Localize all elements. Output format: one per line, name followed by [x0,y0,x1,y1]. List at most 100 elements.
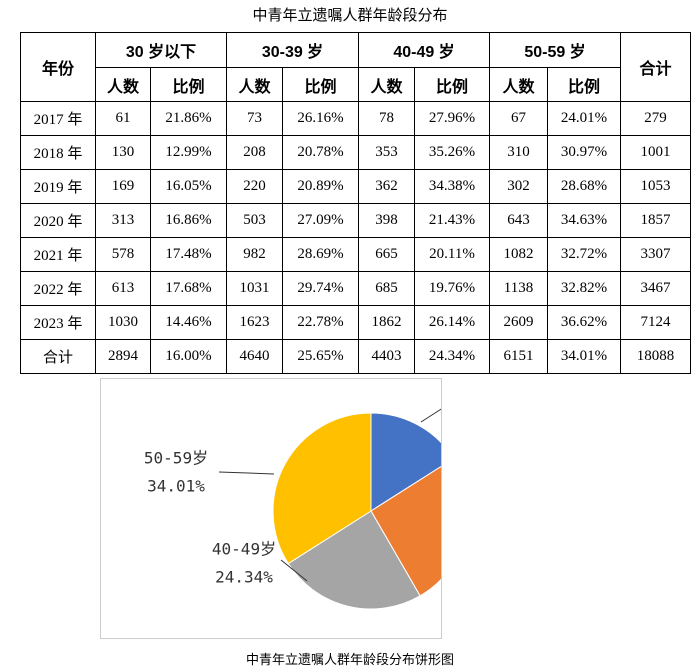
table-cell: 310 [489,135,548,170]
table-row: 年份 30 岁以下 30-39 岁 40-49 岁 50-59 岁合计 [20,32,691,102]
table-cell: 20.89% [282,169,359,204]
table-cell: 21.86% [150,101,227,136]
header-cell: 比例 [547,67,621,102]
table-cell: 29.74% [282,271,359,306]
table-cell: 279 [620,101,691,136]
table-cell: 3307 [620,237,691,272]
table-cell: 1053 [620,169,691,204]
table-cell: 36.62% [547,305,621,340]
header-cell: 比例 [150,67,227,102]
value-label: 34.01% [147,477,205,496]
chart-frame: 30岁以下16.00%30-39岁25.65%40-49岁24.34%50-59… [100,378,442,639]
leader-line [280,559,308,582]
table-cell: 578 [95,237,151,272]
table-cell: 34.38% [414,169,490,204]
table-cell: 73 [226,101,283,136]
table-cell: 30.97% [547,135,621,170]
header-cell: 人数 [95,67,151,102]
table-cell: 32.72% [547,237,621,272]
table-row: 2020 年 313 16.86% 503 27.09% 398 21.43% 643 34.6… [20,203,691,238]
table-row: 2019 年 169 16.05% 220 20.89% 362 34.38% 302 28.6… [20,169,691,204]
table-cell: 17.48% [150,237,227,272]
table-cell: 613 [95,271,151,306]
header-cell: 30-39 岁 [226,32,359,68]
table-cell: 1031 [226,271,283,306]
table-cell: 4640 [226,339,283,374]
slice-label: 50-59岁 [144,449,208,468]
header-cell: 比例 [414,67,490,102]
header-cell: 年份 [20,32,96,102]
table-cell: 61 [95,101,151,136]
table-cell: 24.34% [414,339,490,374]
table-cell: 34.01% [547,339,621,374]
pie-chart: 30岁以下16.00%30-39岁25.65%40-49岁24.34%50-59… [144,408,441,610]
table-cell: 26.14% [414,305,490,340]
table-cell: 1862 [358,305,415,340]
table-cell: 27.96% [414,101,490,136]
table-cell: 313 [95,203,151,238]
table-cell: 3467 [620,271,691,306]
table-cell: 362 [358,169,415,204]
table-cell: 1138 [489,271,548,306]
header-cell: 30 岁以下 [95,32,227,68]
table-cell: 1857 [620,203,691,238]
table-cell: 1082 [489,237,548,272]
table-cell: 982 [226,237,283,272]
table-cell: 17.68% [150,271,227,306]
pie-slice [287,510,421,610]
table-cell: 2894 [95,339,151,374]
table-cell: 22.78% [282,305,359,340]
table-cell: 398 [358,203,415,238]
header-cell: 人数 [226,67,283,102]
table-row: 2017 年 61 21.86% 73 26.16% 78 27.96% 67 24.01% 27… [20,101,691,136]
table-row: 合计 2894 16.00% 4640 25.65% 4403 24.34% 6151 34.0… [20,339,691,374]
pie-slice [370,412,441,512]
table-cell: 130 [95,135,151,170]
table-cell: 16.00% [150,339,227,374]
table-cell: 208 [226,135,283,170]
table-cell: 4403 [358,339,415,374]
table-cell: 2019 年 [20,169,96,204]
table-cell: 2021 年 [20,237,96,272]
value-label: 24.34% [215,568,273,587]
table-cell: 24.01% [547,101,621,136]
table-cell: 665 [358,237,415,272]
header-cell: 合计 [620,32,691,102]
table-cell: 28.69% [282,237,359,272]
header-cell: 比例 [282,67,359,102]
table-cell: 2609 [489,305,548,340]
table-row: 2022 年 613 17.68% 1031 29.74% 685 19.76% 1138 32… [20,271,691,306]
table-cell: 35.26% [414,135,490,170]
header-cell: 50-59 岁 [489,32,621,68]
table-cell: 2020 年 [20,203,96,238]
pie-slice [370,465,441,597]
table-cell: 18088 [620,339,691,374]
pie-slice [272,412,372,565]
table-cell: 16.86% [150,203,227,238]
table-cell: 2017 年 [20,101,96,136]
table-cell: 25.65% [282,339,359,374]
table-cell: 26.16% [282,101,359,136]
table-row: 人数 比例 人数 比例 人数 比例 人数 比例 [21,67,691,102]
table-cell: 12.99% [150,135,227,170]
table-cell: 合计 [20,339,96,374]
table-cell: 6151 [489,339,548,374]
leader-line [420,408,441,423]
table-title: 中青年立遗嘱人群年龄段分布 [252,8,448,24]
table-cell: 20.11% [414,237,490,272]
table-row: 2023 年 1030 14.46% 1623 22.78% 1862 26.14% 2609… [20,305,691,340]
table-cell: 34.63% [547,203,621,238]
table-cell: 2022 年 [20,271,96,306]
table-cell: 1001 [620,135,691,170]
table-cell: 78 [358,101,415,136]
table-cell: 302 [489,169,548,204]
table-cell: 643 [489,203,548,238]
table-cell: 2023 年 [20,305,96,340]
table-cell: 685 [358,271,415,306]
table-cell: 67 [489,101,548,136]
table-cell: 1623 [226,305,283,340]
table-cell: 7124 [620,305,691,340]
table-cell: 28.68% [547,169,621,204]
table-cell: 353 [358,135,415,170]
